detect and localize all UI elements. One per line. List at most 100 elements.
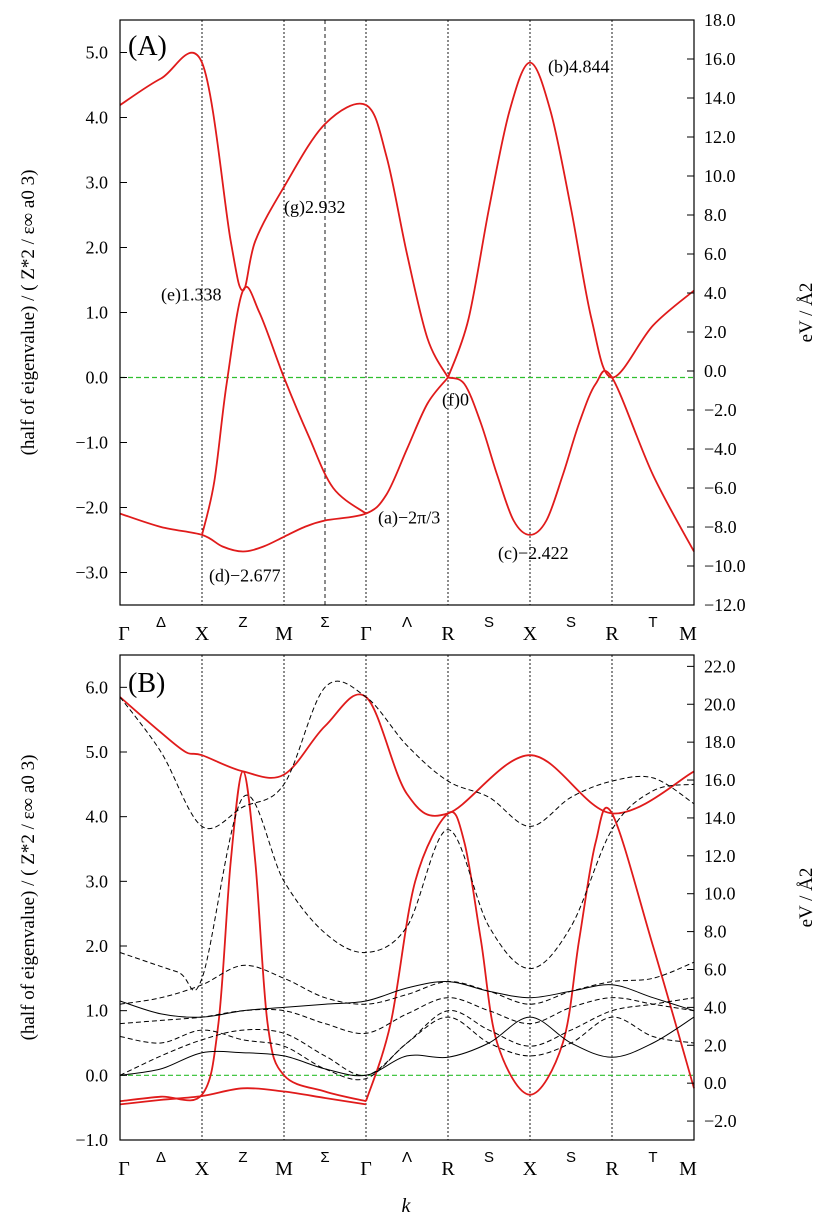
band-line-red [447, 369, 695, 552]
point-annotation: (a)−2π/3 [378, 508, 440, 529]
panel-label: (A) [128, 31, 167, 62]
kpoint-label: X [523, 623, 538, 645]
y-right-tick-label: 10.0 [704, 884, 736, 904]
kpoint-label: Γ [118, 1158, 130, 1180]
y-right-tick-label: 6.0 [704, 244, 727, 264]
band-line-red [365, 806, 695, 1102]
y-right-tick-label: 0.0 [704, 361, 727, 381]
y-tick-label: 3.0 [86, 871, 109, 891]
y-right-tick-label: 16.0 [704, 49, 736, 69]
band-line-red [119, 770, 367, 1103]
y-right-tick-label: 8.0 [704, 922, 727, 942]
y-tick-label: 4.0 [86, 807, 109, 827]
segment-label: Σ [320, 614, 329, 631]
band-line-black [119, 981, 695, 1018]
band-line-red [119, 376, 449, 553]
segment-label: Δ [156, 1149, 166, 1166]
segment-label: S [484, 614, 494, 631]
y-right-tick-label: −2.0 [704, 400, 737, 420]
band-line-red [201, 285, 367, 536]
y-right-tick-label: −10.0 [704, 556, 746, 576]
y-right-tick-label: 16.0 [704, 770, 736, 790]
y-right-tick-label: 18.0 [704, 10, 736, 30]
y-axis-label-right: eV / Å2 [796, 283, 817, 343]
y-right-tick-label: −2.0 [704, 1111, 737, 1131]
kpoint-label: M [275, 623, 293, 645]
y-tick-label: 3.0 [86, 173, 109, 193]
y-right-tick-label: 18.0 [704, 732, 736, 752]
panel-b: −1.0 0.0 1.0 2.0 3.0 4.0 5.0 6.0 −2.0 0.0 2.0 4.0 6.… [18, 654, 817, 1180]
kpoint-label: X [195, 623, 210, 645]
band-line-red [119, 1087, 367, 1106]
kpoint-label: Γ [118, 623, 130, 645]
y-right-tick-label: 0.0 [704, 1073, 727, 1093]
plot-frame [119, 654, 695, 1141]
y-right-tick-label: 8.0 [704, 205, 727, 225]
kpoint-label: X [523, 1158, 538, 1180]
y-tick-label: −2.0 [75, 498, 108, 518]
y-tick-label: 1.0 [86, 1001, 109, 1021]
segment-label: S [566, 614, 576, 631]
y-tick-label: 0.0 [86, 368, 109, 388]
y-right-tick-label: 6.0 [704, 959, 727, 979]
y-right-tick-label: 10.0 [704, 166, 736, 186]
kpoint-label: R [441, 623, 455, 645]
y-tick-label: −3.0 [75, 563, 108, 583]
point-annotation: (e)1.338 [161, 285, 221, 306]
y-tick-label: 6.0 [86, 677, 109, 697]
y-right-tick-label: 4.0 [704, 283, 727, 303]
point-annotation: (c)−2.422 [498, 543, 569, 564]
y-right-tick-label: 12.0 [704, 127, 736, 147]
segment-label: Δ [156, 614, 166, 631]
y-right-tick-label: 14.0 [704, 808, 736, 828]
segment-label: S [566, 1149, 576, 1166]
y-axis-label-left: (half of eigenvalue) / ( Z*2 / ε∞ a0 3) [18, 755, 39, 1041]
band-line-black [119, 997, 695, 1034]
y-tick-label: 2.0 [86, 238, 109, 258]
kpoint-label: X [195, 1158, 210, 1180]
y-tick-label: 0.0 [86, 1065, 109, 1085]
kpoint-label: M [679, 623, 697, 645]
kpoint-label: Γ [360, 623, 372, 645]
y-right-tick-label: 22.0 [704, 656, 736, 676]
band-line-black [119, 1016, 695, 1077]
y-right-tick-label: 20.0 [704, 694, 736, 714]
point-annotation: (f)0 [442, 390, 469, 411]
kpoint-label: Γ [360, 1158, 372, 1180]
segment-label: Z [238, 614, 247, 631]
y-tick-label: −1.0 [75, 433, 108, 453]
band-line-black [119, 997, 695, 1076]
kpoint-label: R [605, 1158, 619, 1180]
y-tick-label: 5.0 [86, 742, 109, 762]
y-right-tick-label: −8.0 [704, 517, 737, 537]
y-right-tick-label: 2.0 [704, 322, 727, 342]
segment-label: Σ [320, 1149, 329, 1166]
y-right-tick-label: 14.0 [704, 88, 736, 108]
segment-label: T [648, 614, 657, 631]
y-tick-label: 5.0 [86, 43, 109, 63]
x-axis-label: k [402, 1195, 412, 1217]
point-annotation: (g)2.932 [284, 197, 346, 218]
band-line-black [119, 680, 695, 829]
panel-a: −3.0 −2.0 −1.0 0.0 1.0 2.0 3.0 4.0 5.0 −12.0 −10.0… [18, 10, 817, 645]
y-right-tick-label: −6.0 [704, 478, 737, 498]
kpoint-label: R [441, 1158, 455, 1180]
y-axis-label-left: (half of eigenvalue) / ( Z*2 / ε∞ a0 3) [18, 170, 39, 456]
segment-label: Λ [402, 1149, 412, 1166]
y-right-tick-label: 4.0 [704, 997, 727, 1017]
point-annotation: (d)−2.677 [209, 566, 281, 587]
y-axis-label-right: eV / Å2 [796, 868, 817, 928]
panel-label: (B) [128, 668, 165, 699]
y-tick-label: 1.0 [86, 303, 109, 323]
kpoint-label: R [605, 623, 619, 645]
band-line-black [119, 1016, 695, 1081]
segment-label: Z [238, 1149, 247, 1166]
y-right-tick-label: −4.0 [704, 439, 737, 459]
band-line-red [119, 51, 449, 378]
y-right-tick-label: 2.0 [704, 1035, 727, 1055]
band-line-red [119, 693, 695, 817]
y-tick-label: −1.0 [75, 1130, 108, 1150]
segment-label: T [648, 1149, 657, 1166]
segment-label: S [484, 1149, 494, 1166]
y-right-tick-label: 12.0 [704, 846, 736, 866]
